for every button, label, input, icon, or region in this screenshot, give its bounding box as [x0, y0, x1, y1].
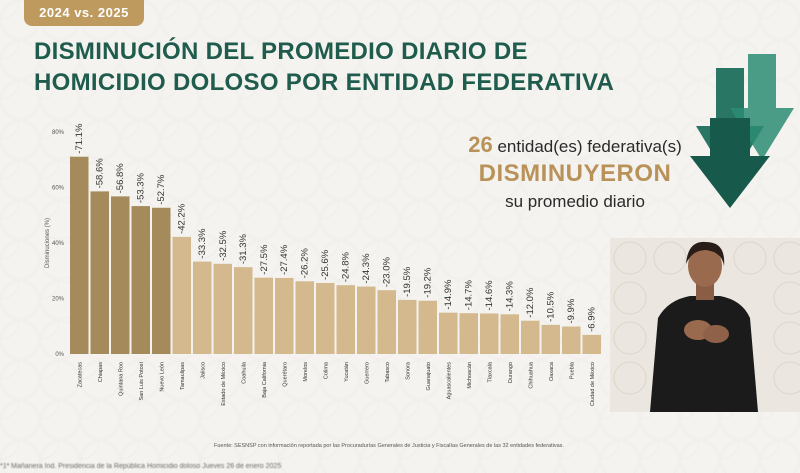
states-count: 26 [468, 132, 493, 157]
bar [254, 277, 273, 354]
bar-value-label: -32.5% [218, 230, 229, 261]
category-label: Estado de México [221, 362, 227, 406]
states-count-label: entidad(es) federativa(s) [492, 137, 682, 156]
bar [152, 207, 171, 354]
bar-value-label: -6.9% [587, 306, 598, 331]
category-label: Chiapas [98, 362, 104, 382]
bar [459, 313, 478, 354]
title-line-1: DISMINUCIÓN DEL PROMEDIO DIARIO DE [34, 38, 528, 65]
bar-value-label: -25.6% [320, 249, 331, 280]
category-label: Querétaro [282, 362, 288, 387]
y-tick-label: 60% [52, 186, 65, 192]
bar-value-label: -52.7% [156, 174, 167, 205]
bar [418, 300, 437, 354]
category-label: Jalisco [200, 362, 206, 379]
bar-value-label: -31.3% [238, 233, 249, 264]
bar-value-label: -14.9% [443, 279, 454, 310]
category-label: Nuevo León [159, 362, 165, 392]
bar-value-label: -23.0% [382, 257, 393, 288]
bar [275, 277, 294, 354]
period-badge: 2024 vs. 2025 [24, 0, 144, 26]
category-label: Coahuila [241, 361, 247, 384]
category-label: Oaxaca [549, 361, 555, 381]
y-tick-label: 40% [52, 241, 65, 247]
bar [193, 261, 212, 354]
bar [541, 324, 560, 354]
bar [500, 314, 519, 354]
bar-value-label: -26.2% [300, 248, 311, 279]
bar-value-label: -10.5% [546, 291, 557, 322]
bar-value-label: -19.2% [423, 267, 434, 298]
bar-value-label: -14.7% [464, 280, 475, 311]
bar-value-label: -56.8% [115, 163, 126, 194]
down-arrows-icon [690, 54, 794, 208]
category-label: Chihuahua [528, 361, 534, 389]
category-label: Morelos [303, 362, 309, 382]
bar [336, 285, 355, 354]
bar [295, 281, 314, 354]
page-title: DISMINUCIÓN DEL PROMEDIO DIARIO DE HOMIC… [34, 36, 674, 98]
footer-caption: *1ª Mañanera Ind. Presidencia de la Repú… [0, 463, 282, 470]
callout-tail: su promedio diario [505, 192, 645, 211]
bar-value-label: -24.3% [361, 253, 372, 284]
category-label: San Luis Potosí [139, 362, 145, 401]
bar [357, 286, 376, 354]
bar [377, 290, 396, 354]
bar [316, 282, 335, 354]
bar [131, 206, 150, 354]
bar-value-label: -14.3% [505, 281, 516, 312]
category-label: Michoacán [467, 362, 473, 389]
bar-value-label: -9.9% [566, 298, 577, 323]
category-label: Guanajuato [426, 362, 432, 390]
bar [70, 156, 89, 354]
bar [582, 334, 601, 354]
bar [521, 320, 540, 354]
category-label: Tlaxcala [487, 361, 493, 382]
category-label: Yucatán [344, 362, 350, 382]
title-line-2: HOMICIDIO DOLOSO POR ENTIDAD FEDERATIVA [34, 69, 615, 96]
category-label: Puebla [569, 361, 575, 379]
bar-value-label: -53.3% [136, 172, 147, 203]
category-label: Quintana Roo [118, 362, 124, 396]
source-note: Fuente: SESNSP con información reportada… [214, 443, 564, 449]
category-label: Sonora [405, 361, 411, 380]
bar-value-label: -24.8% [341, 252, 352, 283]
category-label: Durango [508, 362, 514, 383]
bar [213, 263, 232, 354]
bar-value-label: -27.5% [259, 244, 270, 275]
y-tick-label: 0% [55, 352, 64, 358]
summary-callout: 26 entidad(es) federativa(s) DISMINUYERO… [440, 132, 710, 212]
category-label: Zacatecas [77, 362, 83, 388]
category-label: Baja California [262, 361, 268, 398]
bar-value-label: -33.3% [197, 228, 208, 259]
bar-value-label: -42.2% [177, 203, 188, 234]
sign-language-interpreter [610, 238, 800, 412]
bar [398, 299, 417, 354]
category-label: Tabasco [385, 362, 391, 383]
y-axis-title: Disminuciones (%) [45, 218, 51, 268]
bar [439, 312, 458, 354]
category-label: Colima [323, 361, 329, 379]
decrease-emphasis: DISMINUYERON [478, 160, 672, 187]
y-tick-label: 20% [52, 297, 65, 303]
bar [90, 191, 109, 354]
bar-value-label: -19.5% [402, 266, 413, 297]
bar-value-label: -12.0% [525, 287, 536, 318]
bar-value-label: -14.6% [484, 280, 495, 311]
bar [234, 267, 253, 354]
category-label: Ciudad de México [590, 362, 596, 406]
bar-value-label: -71.1% [74, 123, 85, 154]
bar-value-label: -27.4% [279, 244, 290, 275]
y-tick-label: 80% [52, 130, 65, 136]
bar [111, 196, 130, 354]
category-label: Tamaulipas [180, 362, 186, 390]
category-label: Aguascalientes [446, 362, 452, 400]
bar [172, 236, 191, 354]
bar [562, 326, 581, 354]
bar-value-label: -58.6% [95, 158, 106, 189]
bar [480, 313, 499, 354]
category-label: Guerrero [364, 362, 370, 384]
